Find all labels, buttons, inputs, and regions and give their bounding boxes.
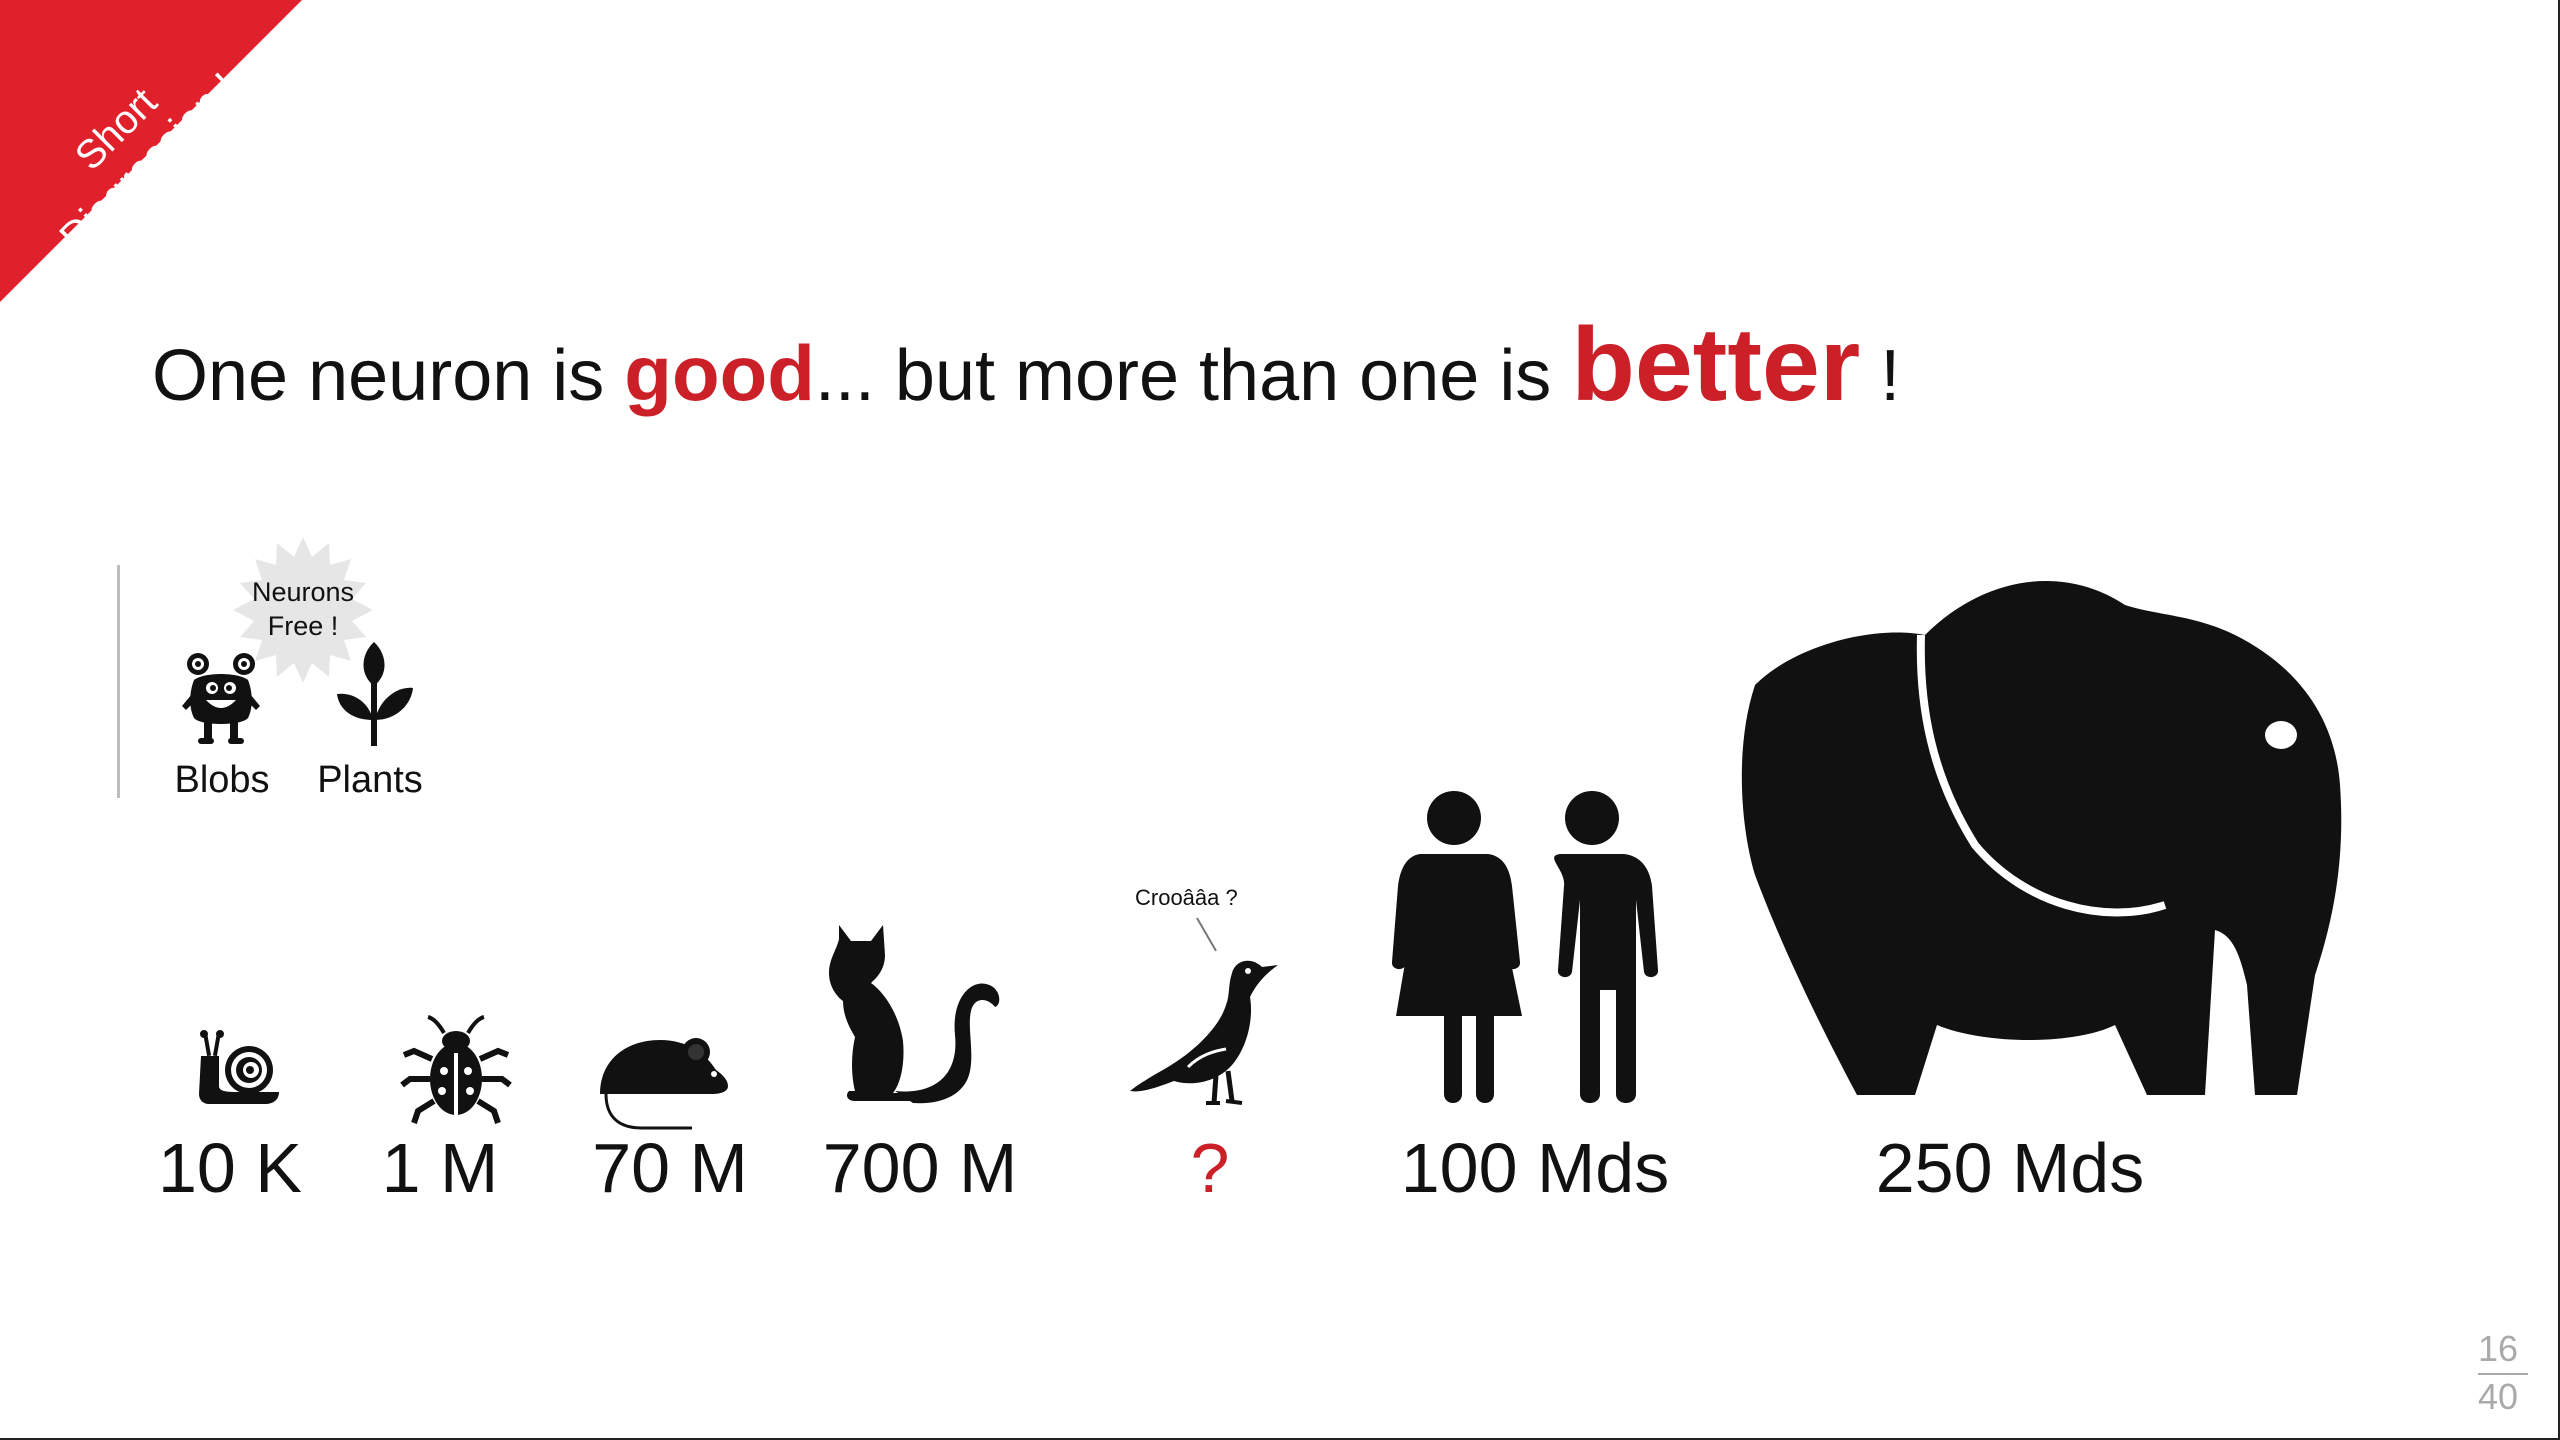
label-elephant-neurons: 250 Mds	[1875, 1129, 2145, 1207]
bug-icon	[400, 1015, 512, 1124]
badge-line2: Free !	[267, 611, 339, 641]
blob-monster-icon	[182, 653, 260, 744]
elephant-icon	[1741, 581, 2342, 1095]
group-divider	[117, 565, 120, 798]
page-total: 40	[2477, 1376, 2519, 1417]
slide-border-bottom	[0, 1438, 2560, 1440]
people-icon	[1391, 791, 1659, 1103]
starburst-badge	[233, 537, 373, 683]
page-current: 16	[2477, 1328, 2519, 1369]
title-good: good	[624, 329, 815, 417]
mouse-icon	[600, 1038, 728, 1130]
label-bird-neurons: ?	[1190, 1129, 1230, 1207]
bird-icon	[1130, 960, 1278, 1105]
label-blobs: Blobs	[174, 759, 270, 801]
title-part1: One neuron is	[152, 336, 625, 416]
label-mouse-neurons: 70 M	[592, 1129, 748, 1207]
slide-title: One neuron is good... but more than one …	[152, 313, 1901, 426]
speech-bubble-text: Crooââa ?	[1135, 885, 1238, 910]
page-number-divider	[2478, 1373, 2528, 1375]
label-human-neurons: 100 Mds	[1400, 1129, 1670, 1207]
label-plants: Plants	[317, 759, 423, 801]
badge-line1: Neurons	[251, 577, 355, 607]
label-bug-neurons: 1 M	[381, 1129, 499, 1207]
slide-border-right	[2558, 0, 2560, 1440]
label-snail-neurons: 10 K	[158, 1129, 302, 1207]
title-part3: !	[1860, 336, 1901, 416]
label-cat-neurons: 700 M	[822, 1129, 1018, 1207]
speech-bubble-tail	[1196, 917, 1217, 952]
sprout-icon	[337, 642, 413, 746]
title-better: better	[1571, 307, 1861, 423]
snail-icon	[199, 1030, 279, 1104]
badge-text: Neurons Free !	[228, 575, 378, 643]
title-part2: ... but more than one is	[814, 336, 1572, 416]
corner-ribbon	[0, 0, 302, 302]
cat-icon	[829, 925, 1000, 1104]
